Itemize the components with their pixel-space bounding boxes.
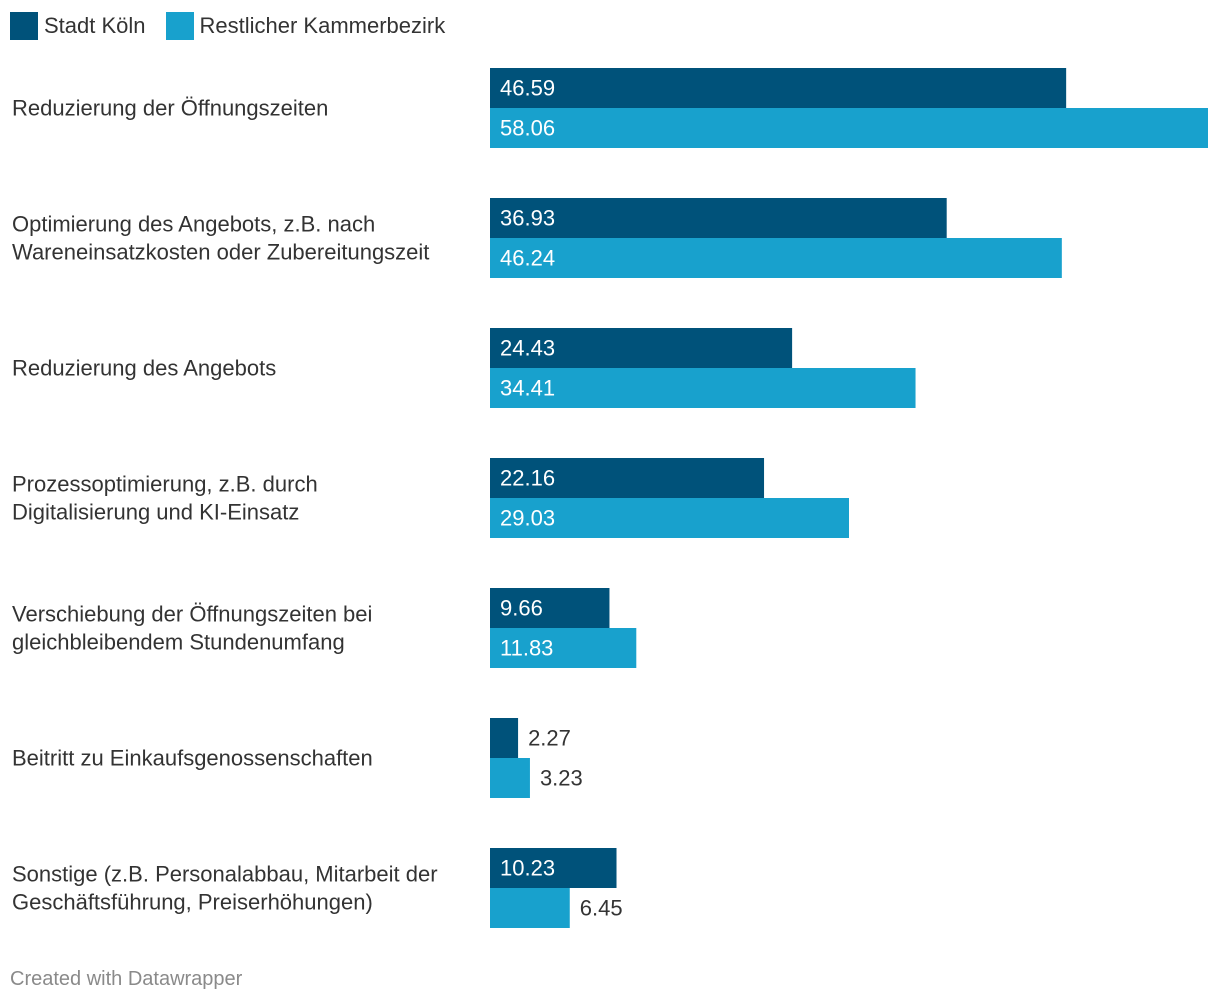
data-label: 58.06 [500, 116, 555, 141]
bar-stadt-koeln [490, 198, 947, 238]
bar-restlicher-kammerbezirk [490, 498, 849, 538]
bar-restlicher-kammerbezirk [490, 758, 530, 798]
category-label: Sonstige (z.B. Personalabbau, Mitarbeit … [12, 862, 438, 915]
bar-chart: Reduzierung der Öffnungszeiten 46.59 58.06… [12, 68, 1208, 928]
legend-swatch-restlicher-kammerbezirk [165, 12, 194, 40]
data-label: 36.93 [500, 206, 555, 231]
data-label: 46.59 [500, 76, 555, 101]
bar-restlicher-kammerbezirk [490, 368, 916, 408]
legend-label-restlicher-kammerbezirk: Restlicher Kammerbezirk [199, 13, 446, 38]
data-label: 24.43 [500, 336, 555, 361]
bar-stadt-koeln [490, 68, 1067, 108]
data-label: 34.41 [500, 376, 555, 401]
category-label: Reduzierung des Angebots [12, 356, 276, 381]
category-label: Verschiebung der Öffnungszeiten bei gleic… [12, 602, 372, 655]
legend-item-stadt-koeln: Stadt Köln [10, 12, 146, 40]
bar-stadt-koeln [490, 458, 765, 498]
data-label: 3.23 [540, 766, 583, 791]
legend-swatch-stadt-koeln [10, 12, 38, 40]
bar-stadt-koeln [490, 718, 519, 758]
bar-restlicher-kammerbezirk [490, 888, 570, 928]
category-label: Beitritt zu Einkaufsgenossenschaften [12, 746, 373, 771]
category-label: Optimierung des Angebots, z.B. nach Waren… [12, 212, 429, 265]
data-label: 6.45 [580, 896, 623, 921]
data-label: 10.23 [500, 856, 555, 881]
data-label: 2.27 [528, 726, 571, 751]
data-label: 22.16 [500, 466, 555, 491]
data-label: 9.66 [500, 596, 543, 621]
footer-credit: Created with Datawrapper [10, 968, 243, 990]
bar-restlicher-kammerbezirk [490, 238, 1062, 278]
data-label: 46.24 [500, 246, 555, 271]
legend: Stadt Köln Restlicher Kammerbezirk [10, 12, 465, 40]
bar-stadt-koeln [490, 328, 793, 368]
bar-stadt-koeln [490, 588, 610, 628]
category-label: Prozessoptimierung, z.B. durch Digitalisi… [12, 472, 318, 525]
category-label: Reduzierung der Öffnungszeiten [12, 96, 328, 121]
legend-label-stadt-koeln: Stadt Köln [44, 13, 146, 38]
bar-restlicher-kammerbezirk [490, 628, 637, 668]
data-label: 11.83 [500, 636, 553, 661]
legend-item-restlicher-kammerbezirk: Restlicher Kammerbezirk [165, 12, 446, 40]
bar-stadt-koeln [490, 848, 617, 888]
bar-restlicher-kammerbezirk [490, 108, 1208, 148]
data-label: 29.03 [500, 506, 555, 531]
